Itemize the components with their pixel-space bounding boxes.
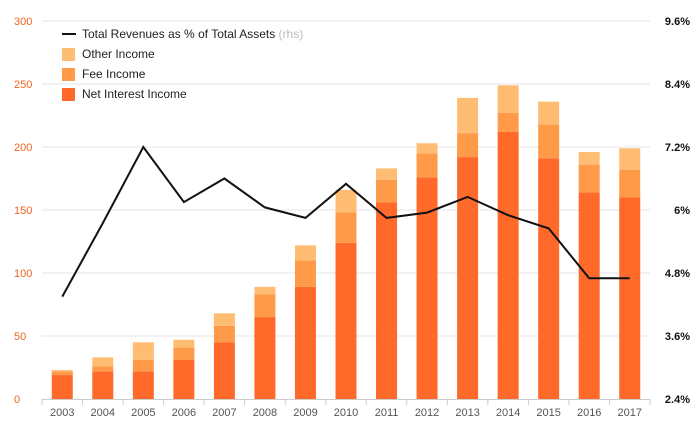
legend-label: Total Revenues as % of Total Assets (rhs…	[82, 27, 303, 41]
bar-other-income-2010	[336, 190, 357, 213]
bar-fee-income-2008	[254, 294, 275, 317]
legend-label-text: Other Income	[82, 47, 155, 61]
x-tick-label: 2004	[91, 407, 115, 419]
x-tick-label: 2016	[577, 407, 601, 419]
bar-fee-income-2004	[92, 366, 113, 371]
bar-net-interest-income-2005	[133, 371, 154, 399]
legend-label: Fee Income	[82, 67, 146, 81]
x-tick-label: 2010	[334, 407, 358, 419]
y-right-tick-label: 9.6%	[665, 16, 690, 28]
bar-net-interest-income-2009	[295, 287, 316, 399]
x-tick-label: 2009	[293, 407, 317, 419]
legend-swatch	[62, 88, 75, 101]
bar-net-interest-income-2004	[92, 371, 113, 399]
bar-net-interest-income-2014	[498, 132, 519, 399]
legend-label: Net Interest Income	[82, 87, 187, 101]
x-tick-label: 2005	[131, 407, 155, 419]
bar-fee-income-2012	[417, 153, 438, 177]
y-right-tick-label: 6%	[674, 205, 690, 217]
bar-other-income-2003	[52, 370, 73, 371]
y-left-tick-label: 250	[14, 79, 32, 91]
bar-fee-income-2015	[538, 124, 559, 158]
bar-net-interest-income-2016	[579, 192, 600, 399]
x-tick-label: 2014	[496, 407, 520, 419]
bar-fee-income-2017	[619, 170, 640, 198]
y-left-tick-label: 0	[14, 394, 20, 406]
bar-fee-income-2003	[52, 371, 73, 375]
bar-net-interest-income-2010	[336, 243, 357, 399]
bar-other-income-2007	[214, 313, 235, 326]
x-tick-label: 2012	[415, 407, 439, 419]
bar-fee-income-2014	[498, 113, 519, 132]
legend-label-text: Total Revenues as % of Total Assets	[82, 27, 275, 41]
legend-swatch	[62, 48, 75, 61]
y-left-tick-label: 50	[14, 331, 26, 343]
bar-fee-income-2010	[336, 213, 357, 243]
bar-fee-income-2006	[173, 347, 194, 360]
bar-net-interest-income-2007	[214, 342, 235, 399]
legend-label-suffix: (rhs)	[275, 27, 303, 41]
y-right-tick-label: 8.4%	[665, 79, 690, 91]
bar-fee-income-2009	[295, 260, 316, 286]
x-tick-label: 2007	[212, 407, 236, 419]
x-tick-label: 2006	[172, 407, 196, 419]
bar-other-income-2015	[538, 102, 559, 125]
y-right-tick-label: 3.6%	[665, 331, 690, 343]
bar-other-income-2011	[376, 168, 397, 179]
y-right-tick-label: 4.8%	[665, 268, 690, 280]
bar-other-income-2016	[579, 152, 600, 165]
bar-other-income-2008	[254, 287, 275, 295]
legend-swatch	[62, 68, 75, 81]
x-tick-label: 2008	[253, 407, 277, 419]
bar-fee-income-2007	[214, 326, 235, 342]
legend-label-text: Fee Income	[82, 67, 146, 81]
x-tick-label: 2015	[536, 407, 560, 419]
bar-other-income-2014	[498, 85, 519, 113]
bar-net-interest-income-2013	[457, 157, 478, 399]
x-tick-label: 2013	[455, 407, 479, 419]
bar-other-income-2009	[295, 245, 316, 260]
bar-fee-income-2005	[133, 360, 154, 371]
y-right-tick-label: 2.4%	[665, 394, 690, 406]
bar-fee-income-2016	[579, 165, 600, 193]
bar-fee-income-2013	[457, 133, 478, 157]
legend-label: Other Income	[82, 47, 155, 61]
y-left-tick-label: 100	[14, 268, 32, 280]
bar-series	[52, 85, 640, 399]
bar-other-income-2005	[133, 342, 154, 360]
y-right-tick-label: 7.2%	[665, 142, 690, 154]
bar-net-interest-income-2011	[376, 202, 397, 399]
bar-net-interest-income-2017	[619, 197, 640, 399]
legend-label-text: Net Interest Income	[82, 87, 187, 101]
y-left-tick-label: 300	[14, 16, 32, 28]
bar-other-income-2017	[619, 148, 640, 169]
y-left-tick-label: 200	[14, 142, 32, 154]
bar-net-interest-income-2003	[52, 375, 73, 399]
bar-net-interest-income-2015	[538, 158, 559, 399]
x-tick-label: 2003	[50, 407, 74, 419]
bar-other-income-2013	[457, 98, 478, 133]
bar-other-income-2006	[173, 340, 194, 348]
legend: Total Revenues as % of Total Assets (rhs…	[62, 27, 303, 101]
x-tick-label: 2017	[617, 407, 641, 419]
x-tick-label: 2011	[375, 407, 399, 419]
bar-fee-income-2011	[376, 180, 397, 203]
bar-net-interest-income-2006	[173, 360, 194, 399]
bar-other-income-2012	[417, 143, 438, 153]
bar-net-interest-income-2008	[254, 317, 275, 399]
y-left-tick-label: 150	[14, 205, 32, 217]
bar-other-income-2004	[92, 357, 113, 366]
